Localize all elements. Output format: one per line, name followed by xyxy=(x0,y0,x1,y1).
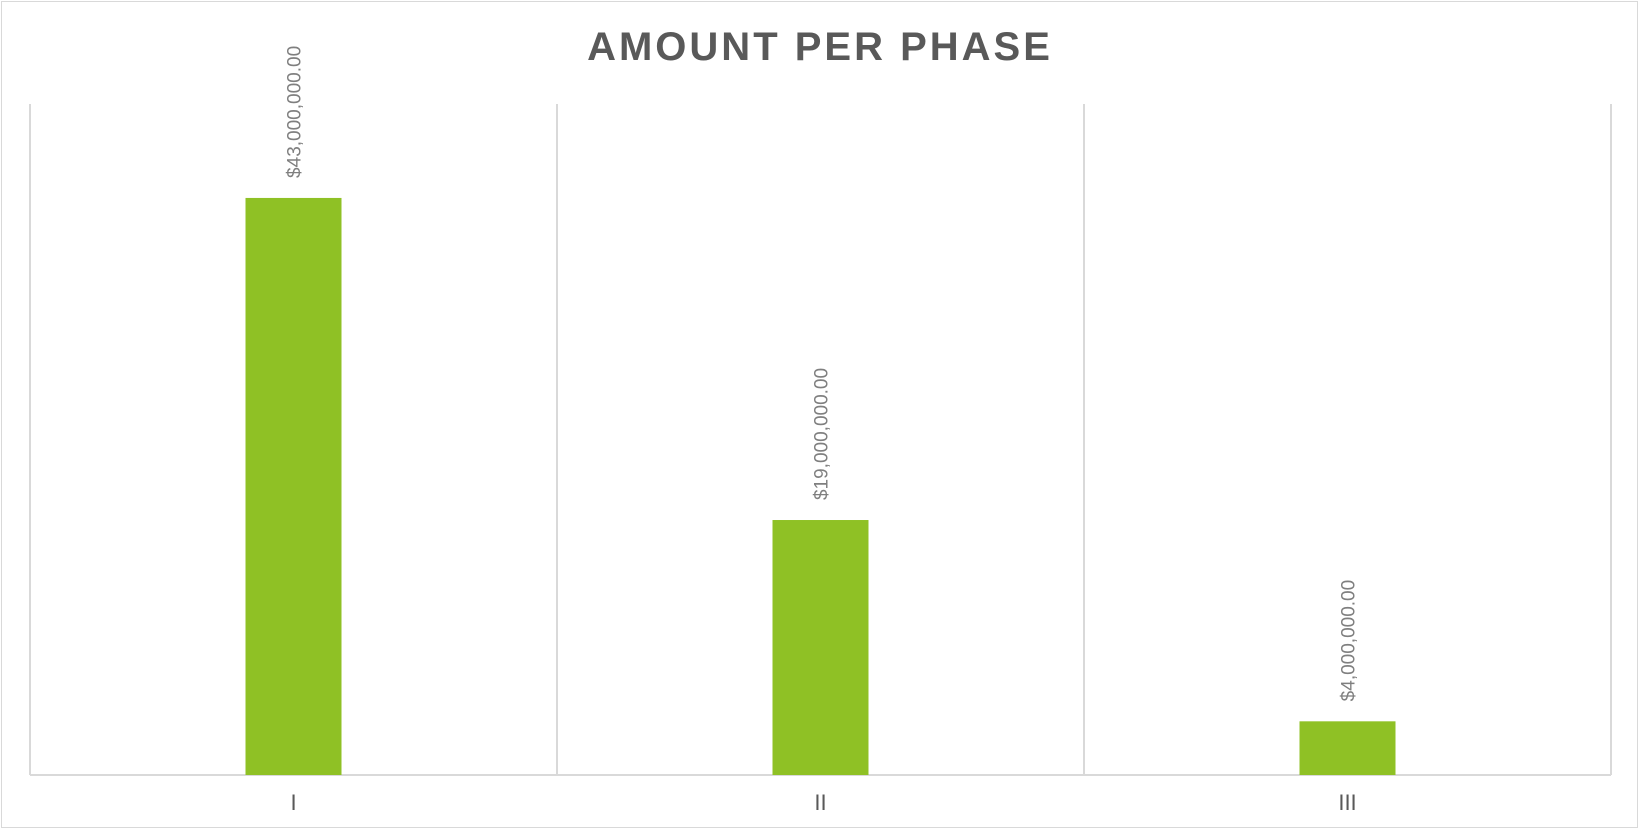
data-labels: $43,000,000.00 $19,000,000.00 $4,000,000.0… xyxy=(285,46,1360,701)
bar-II xyxy=(772,520,869,775)
x-tick-label-III: III xyxy=(1338,790,1356,815)
category-axis-labels: I II III xyxy=(290,790,1356,815)
data-label-I: $43,000,000.00 xyxy=(285,46,306,178)
x-tick-label-II: II xyxy=(814,790,826,815)
chart-title: AMOUNT PER PHASE xyxy=(587,25,1053,69)
bars xyxy=(245,197,1396,775)
bar-I xyxy=(245,197,342,775)
x-tick-label-I: I xyxy=(290,790,296,815)
bar-III xyxy=(1299,721,1396,775)
data-label-II: $19,000,000.00 xyxy=(812,368,833,500)
data-label-III: $4,000,000.00 xyxy=(1339,580,1360,702)
